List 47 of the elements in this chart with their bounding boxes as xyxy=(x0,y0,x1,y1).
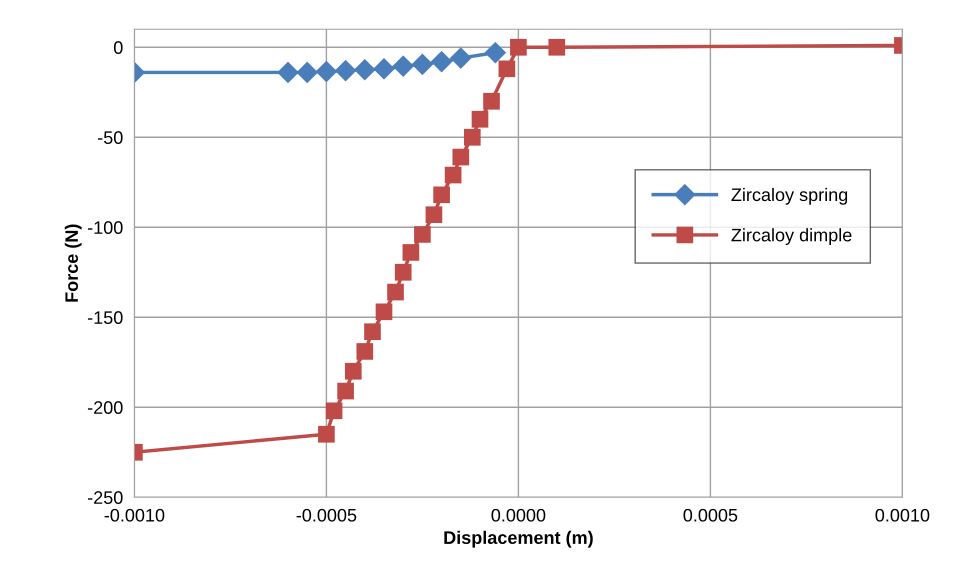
point xyxy=(426,206,442,223)
y-tick-label: -250 xyxy=(88,491,123,504)
x-tick-label: -0.0005 xyxy=(296,508,356,522)
point xyxy=(464,128,481,146)
y-tick-label: 0 xyxy=(114,41,123,54)
x-tick-label: -0.0010 xyxy=(104,508,164,522)
legend-label: Zircaloy spring xyxy=(731,188,848,205)
x-tick-label: 0.0000 xyxy=(491,508,546,522)
point xyxy=(373,58,395,80)
y-tick-label: -150 xyxy=(88,311,123,324)
point xyxy=(472,110,488,128)
point xyxy=(510,38,527,56)
y-tick-label: -200 xyxy=(88,401,123,414)
point xyxy=(402,244,420,261)
point xyxy=(444,166,462,184)
point xyxy=(452,148,470,166)
point xyxy=(337,382,354,400)
point xyxy=(498,60,516,78)
point xyxy=(296,62,318,83)
point xyxy=(277,62,299,83)
x-tick-label: 0.0010 xyxy=(875,508,930,522)
point xyxy=(356,343,374,360)
point xyxy=(484,42,506,64)
y-tick-label: -100 xyxy=(88,221,123,234)
point xyxy=(548,38,566,56)
point xyxy=(318,426,335,443)
x-tick-label: 0.0005 xyxy=(683,508,738,522)
point xyxy=(376,304,392,320)
point xyxy=(387,284,404,300)
point xyxy=(326,402,342,420)
point xyxy=(344,362,362,380)
point xyxy=(414,226,431,243)
point xyxy=(412,54,433,75)
point xyxy=(433,186,450,204)
legend-label: Zircaloy dimple xyxy=(731,228,852,246)
point xyxy=(450,48,472,69)
y-tick-label: -50 xyxy=(98,131,123,144)
point xyxy=(335,60,356,82)
point xyxy=(364,323,381,340)
point xyxy=(431,51,452,72)
x-axis-title: Displacement (m) xyxy=(444,530,593,548)
point xyxy=(392,56,414,77)
point xyxy=(316,61,337,82)
point xyxy=(483,92,500,110)
y-axis-title: Force (N) xyxy=(64,224,82,302)
point xyxy=(394,264,412,281)
point xyxy=(354,59,376,80)
